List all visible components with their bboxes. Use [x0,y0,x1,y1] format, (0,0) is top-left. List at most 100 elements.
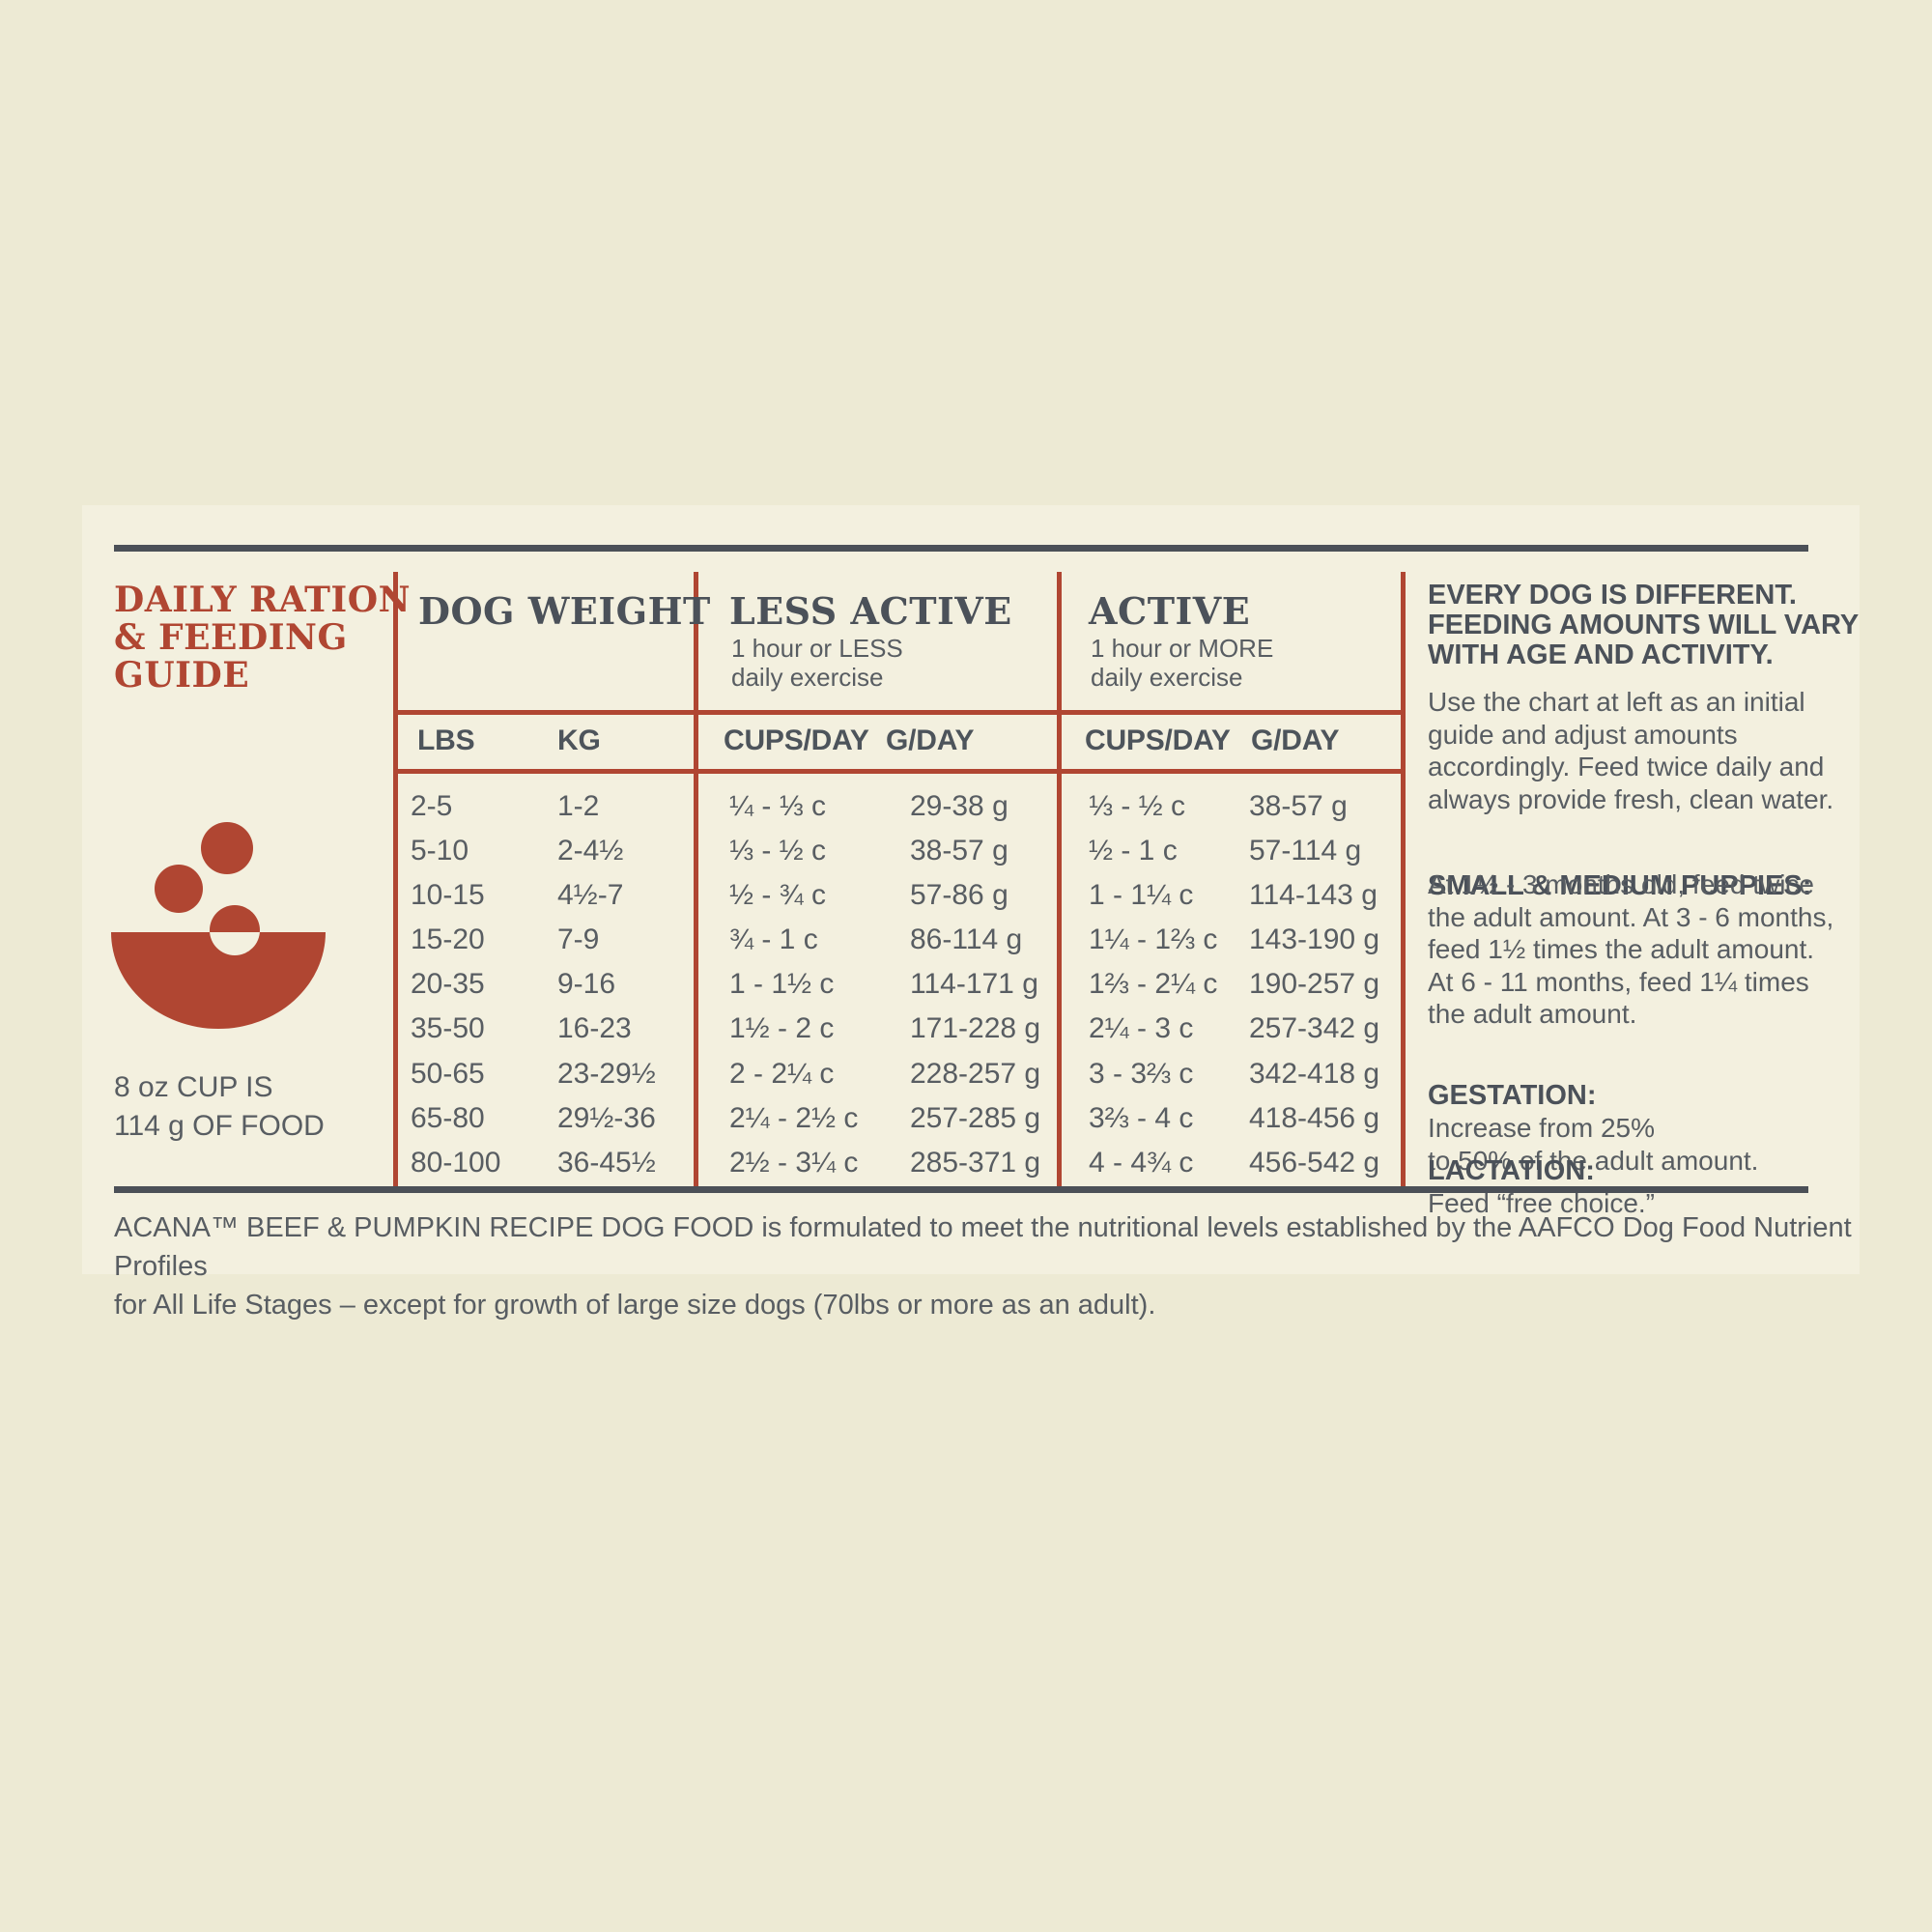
notes-heading: EVERY DOG IS DIFFERENT. FEEDING AMOUNTS … [1428,580,1860,670]
gestation-note: GESTATION: Increase from 25% to 50% of t… [1428,1046,1882,1177]
kibble-dot-icon [210,905,260,955]
table-row: 15-20 7-9 ¾ - 1 c 86-114 g 1¼ - 1⅔ c 143… [0,925,1932,970]
table-row: 35-50 16-23 1½ - 2 c 171-228 g 2¼ - 3 c … [0,1014,1932,1059]
cell-less-g: 171-228 g [910,1012,1041,1044]
gestation-label: GESTATION: [1428,1079,1597,1111]
cup-measure-note: 8 oz CUP IS 114 g OF FOOD [114,1071,325,1142]
cell-less-cups: 2¼ - 2½ c [729,1102,859,1134]
cell-kg: 2-4½ [557,835,624,867]
cell-less-cups: 1 - 1½ c [729,968,835,1000]
cell-active-cups: 1¼ - 1⅔ c [1089,923,1218,955]
cell-lbs: 35-50 [411,1012,485,1044]
table-divider-4 [1401,572,1406,1186]
col-header-less-cups: CUPS/DAY [724,724,869,756]
cell-less-g: 57-86 g [910,879,1009,911]
cell-active-cups: 3 - 3⅔ c [1089,1058,1194,1090]
cell-lbs: 65-80 [411,1102,485,1134]
cell-active-g: 456-542 g [1249,1147,1380,1179]
table-divider-1 [393,572,398,1186]
puppies-label: SMALL & MEDIUM PUPPIES: [1428,869,1812,901]
cell-less-cups: ½ - ¾ c [729,879,827,911]
table-row: 5-10 2-4½ ⅓ - ½ c 38-57 g ½ - 1 c 57-114… [0,837,1932,881]
table-divider-3 [1057,572,1062,1186]
col-header-active-cups: CUPS/DAY [1085,724,1231,756]
col-header-active-g: G/DAY [1251,724,1340,756]
col-header-less-g: G/DAY [886,724,975,756]
bottom-rule [114,1186,1808,1193]
cell-less-cups: 2½ - 3¼ c [729,1147,859,1179]
table-row: 65-80 29½-36 2¼ - 2½ c 257-285 g 3⅔ - 4 … [0,1104,1932,1149]
cell-active-cups: 1⅔ - 2¼ c [1089,968,1218,1000]
cell-kg: 4½-7 [557,879,624,911]
cell-lbs: 50-65 [411,1058,485,1090]
lactation-label: LACTATION: [1428,1154,1595,1186]
cell-less-g: 38-57 g [910,835,1009,867]
cell-active-g: 57-114 g [1249,835,1362,867]
active-subtitle: 1 hour or MORE daily exercise [1091,634,1274,692]
cell-lbs: 5-10 [411,835,469,867]
cell-less-cups: 1½ - 2 c [729,1012,835,1044]
cell-lbs: 15-20 [411,923,485,955]
cell-less-cups: ⅓ - ½ c [729,835,827,867]
kibble-dot-icon [155,865,203,913]
cell-active-g: 342-418 g [1249,1058,1380,1090]
cell-less-g: 114-171 g [910,968,1038,1000]
cell-active-cups: 2¼ - 3 c [1089,1012,1194,1044]
gestation-text: Increase from 25% to 50% of the adult am… [1428,1113,1759,1176]
col-group-less-active: LESS ACTIVE [729,589,1012,633]
cell-active-g: 114-143 g [1249,879,1378,911]
col-group-active: ACTIVE [1089,589,1251,633]
less-active-subtitle: 1 hour or LESS daily exercise [731,634,903,692]
col-header-lbs: LBS [417,724,475,756]
cell-less-g: 86-114 g [910,923,1023,955]
col-header-kg: KG [557,724,601,756]
page-title: DAILY RATION & FEEDING GUIDE [114,580,412,696]
top-rule [114,545,1808,552]
table-row: 20-35 9-16 1 - 1½ c 114-171 g 1⅔ - 2¼ c … [0,970,1932,1014]
table-row: 80-100 36-45½ 2½ - 3¼ c 285-371 g 4 - 4¾… [0,1149,1932,1193]
puppies-note-body: At 1½ - 3 months old, feed twice the adu… [1428,869,1834,1029]
cell-less-g: 257-285 g [910,1102,1041,1134]
puppies-note-label: SMALL & MEDIUM PUPPIES: [1428,837,1882,902]
table-header-rule [393,710,1406,715]
table-row: 10-15 4½-7 ½ - ¾ c 57-86 g 1 - 1¼ c 114-… [0,881,1932,925]
cell-active-cups: ½ - 1 c [1089,835,1178,867]
cell-active-g: 143-190 g [1249,923,1380,955]
cell-active-g: 38-57 g [1249,790,1348,822]
kibble-dot-icon [201,822,253,874]
table-row: 2-5 1-2 ¼ - ⅓ c 29-38 g ⅓ - ½ c 38-57 g [0,792,1932,837]
table-row: 50-65 23-29½ 2 - 2¼ c 228-257 g 3 - 3⅔ c… [0,1060,1932,1104]
cell-kg: 9-16 [557,968,616,1000]
aafco-statement: ACANA™ BEEF & PUMPKIN RECIPE DOG FOOD is… [114,1212,1852,1321]
cell-lbs: 20-35 [411,968,485,1000]
lactation-text: Feed “free choice.” [1428,1188,1655,1218]
cell-kg: 1-2 [557,790,600,822]
cell-less-g: 285-371 g [910,1147,1041,1179]
col-group-dog-weight: DOG WEIGHT [418,589,711,633]
cell-kg: 23-29½ [557,1058,656,1090]
cell-active-cups: 1 - 1¼ c [1089,879,1194,911]
table-subheader-rule [393,769,1406,774]
cell-active-g: 190-257 g [1249,968,1380,1000]
label-panel [82,505,1860,1274]
cell-less-g: 29-38 g [910,790,1009,822]
cell-active-g: 257-342 g [1249,1012,1380,1044]
cell-lbs: 2-5 [411,790,453,822]
cell-active-cups: ⅓ - ½ c [1089,790,1186,822]
lactation-note: LACTATION: Feed “free choice.” [1428,1122,1882,1220]
cell-active-cups: 3⅔ - 4 c [1089,1102,1194,1134]
cell-kg: 36-45½ [557,1147,656,1179]
cell-kg: 7-9 [557,923,600,955]
table-divider-2 [694,572,698,1186]
cell-lbs: 80-100 [411,1147,501,1179]
notes-intro: Use the chart at left as an initial guid… [1428,687,1834,814]
cell-lbs: 10-15 [411,879,485,911]
cell-less-cups: 2 - 2¼ c [729,1058,835,1090]
cell-less-cups: ¼ - ⅓ c [729,790,827,822]
cell-less-cups: ¾ - 1 c [729,923,818,955]
cell-active-cups: 4 - 4¾ c [1089,1147,1194,1179]
cell-kg: 29½-36 [557,1102,656,1134]
cell-less-g: 228-257 g [910,1058,1041,1090]
cell-kg: 16-23 [557,1012,632,1044]
